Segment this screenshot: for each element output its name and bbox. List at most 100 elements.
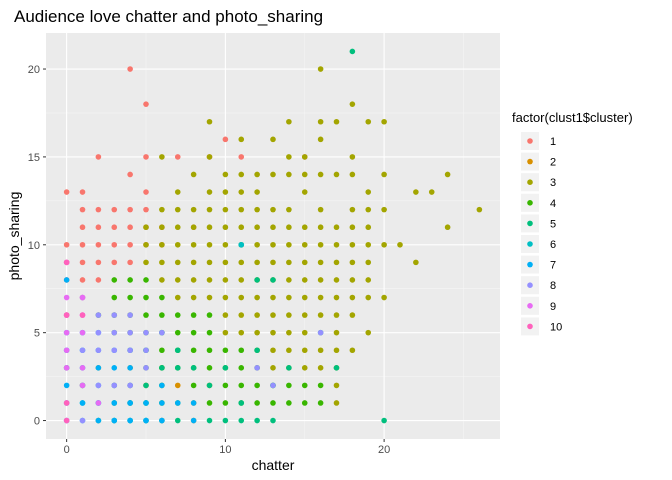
- data-point: [190, 312, 197, 318]
- legend-swatch: [527, 158, 533, 165]
- data-point: [317, 365, 324, 371]
- y-tick-label: 15: [28, 152, 40, 164]
- data-point: [174, 154, 181, 160]
- legend-item: 9: [521, 296, 556, 315]
- data-point: [349, 241, 356, 248]
- data-point: [333, 259, 340, 266]
- data-point: [143, 189, 149, 195]
- data-point: [222, 417, 229, 424]
- data-point: [381, 206, 387, 213]
- data-point: [79, 400, 86, 406]
- legend-title: factor(clust1$cluster): [512, 110, 633, 125]
- data-point: [254, 241, 260, 248]
- data-point: [111, 259, 118, 266]
- data-point: [95, 329, 102, 336]
- data-point: [63, 365, 70, 371]
- data-point: [159, 277, 165, 283]
- data-point: [238, 365, 245, 371]
- data-point: [286, 329, 292, 336]
- legend-item: 8: [521, 276, 556, 295]
- data-point: [254, 206, 260, 213]
- data-point: [63, 277, 70, 283]
- data-point: [174, 382, 181, 389]
- data-point: [127, 365, 133, 371]
- y-tick-label: 20: [28, 64, 40, 76]
- data-point: [238, 277, 245, 283]
- data-point: [79, 224, 86, 231]
- data-point: [143, 101, 149, 107]
- data-point: [349, 224, 356, 231]
- legend-swatch: [527, 261, 533, 268]
- data-point: [127, 329, 133, 336]
- data-point: [95, 241, 102, 248]
- data-point: [159, 312, 165, 318]
- data-point: [333, 329, 340, 336]
- data-point: [349, 347, 356, 354]
- x-tick-label: 10: [219, 444, 231, 456]
- data-point: [333, 171, 340, 178]
- data-point: [79, 347, 86, 354]
- data-point: [143, 294, 149, 301]
- data-point: [222, 224, 229, 231]
- data-point: [206, 294, 213, 301]
- data-point: [190, 171, 197, 178]
- legend-item: 2: [521, 152, 556, 171]
- data-point: [286, 206, 292, 213]
- data-point: [206, 347, 213, 354]
- data-point: [301, 382, 308, 389]
- data-point: [79, 277, 86, 283]
- data-point: [238, 382, 245, 389]
- data-point: [301, 189, 308, 195]
- data-point: [174, 365, 181, 371]
- data-point: [127, 259, 133, 266]
- data-point: [159, 417, 165, 424]
- data-point: [254, 347, 260, 354]
- legend-item: 10: [521, 317, 562, 336]
- data-point: [270, 171, 276, 178]
- data-point: [317, 329, 324, 336]
- data-point: [349, 154, 356, 160]
- data-point: [444, 171, 451, 178]
- data-point: [317, 206, 324, 213]
- data-point: [286, 365, 292, 371]
- data-point: [143, 417, 149, 424]
- data-point: [127, 312, 133, 318]
- data-point: [238, 241, 245, 248]
- data-point: [270, 294, 276, 301]
- legend-item: 6: [521, 235, 556, 253]
- data-point: [79, 206, 86, 213]
- legend-swatch: [527, 179, 533, 185]
- data-point: [301, 171, 308, 178]
- data-point: [127, 224, 133, 231]
- data-point: [349, 171, 356, 178]
- data-point: [238, 224, 245, 231]
- data-point: [381, 294, 387, 301]
- data-point: [95, 365, 102, 371]
- data-point: [111, 277, 118, 283]
- data-point: [222, 347, 229, 354]
- data-point: [301, 400, 308, 406]
- data-point: [127, 66, 133, 72]
- data-point: [238, 400, 245, 406]
- data-point: [190, 277, 197, 283]
- y-tick-label: 5: [34, 328, 40, 340]
- axis-ticks: 0 10 20 0 5 10 15 20: [28, 64, 390, 456]
- data-point: [127, 382, 133, 389]
- data-point: [190, 329, 197, 336]
- data-point: [254, 259, 260, 266]
- data-point: [111, 382, 118, 389]
- data-point: [222, 382, 229, 389]
- data-point: [159, 224, 165, 231]
- legend-swatch: [527, 200, 533, 206]
- data-point: [143, 365, 149, 371]
- data-point: [95, 224, 102, 231]
- data-point: [111, 294, 118, 301]
- data-point: [222, 400, 229, 406]
- data-point: [190, 400, 197, 406]
- data-point: [174, 294, 181, 301]
- data-point: [365, 224, 372, 231]
- data-point: [63, 294, 70, 301]
- data-point: [365, 241, 372, 248]
- data-point: [413, 259, 419, 266]
- data-point: [159, 294, 165, 301]
